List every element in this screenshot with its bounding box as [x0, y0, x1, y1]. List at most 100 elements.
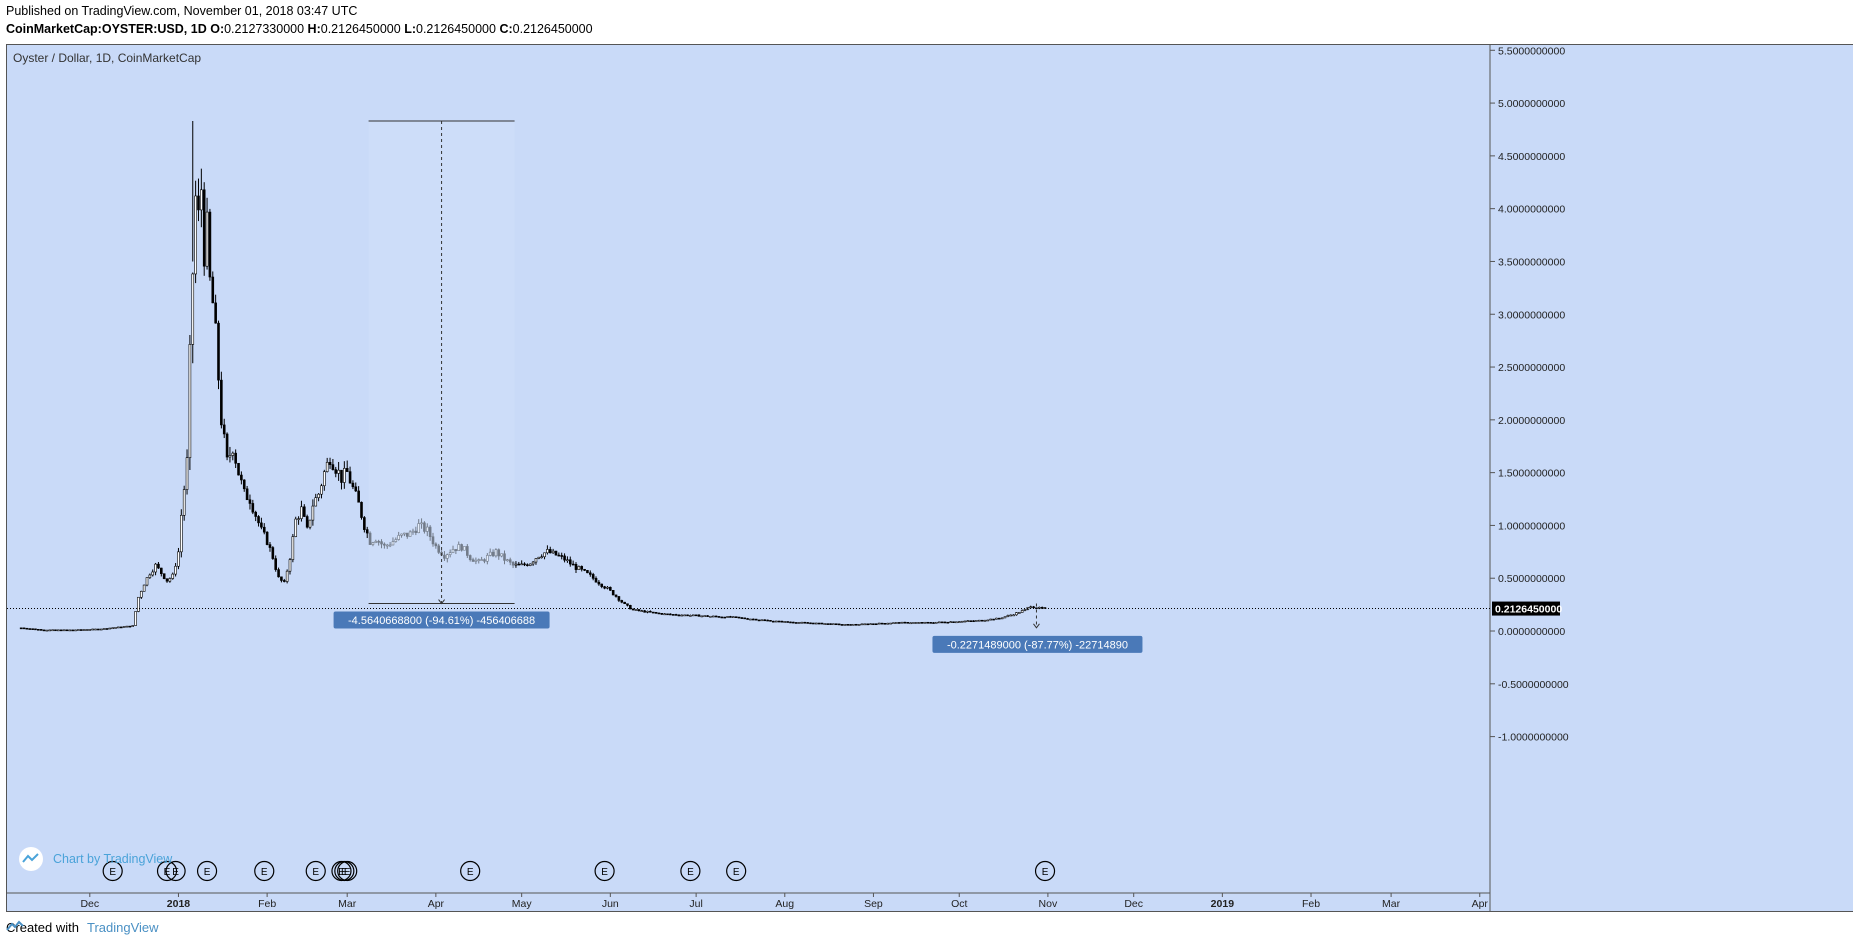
candle-body: [920, 622, 924, 624]
event-marker-label: E: [164, 867, 171, 878]
candle-body: [634, 609, 638, 611]
candle-body: [923, 621, 927, 624]
candle-body: [709, 615, 712, 618]
candle-body: [191, 273, 195, 345]
candle-body: [77, 629, 80, 631]
x-tick-label: May: [512, 898, 533, 910]
price-chart[interactable]: Oyster / Dollar, 1D, CoinMarketCap 5.5000…: [7, 45, 1853, 911]
candle-body: [663, 613, 666, 616]
candle-body: [646, 610, 649, 613]
candle-body: [285, 570, 289, 582]
candle-body: [546, 549, 549, 554]
candle-body: [826, 623, 829, 625]
candle-body: [34, 628, 37, 631]
candle-body: [686, 614, 689, 617]
event-marker-label: E: [172, 867, 179, 878]
candle-body: [783, 621, 787, 623]
event-marker-icon: [156, 860, 178, 882]
candle-body: [22, 627, 26, 630]
candle-body: [197, 195, 200, 211]
candle-body: [940, 621, 944, 624]
candle-body: [915, 622, 918, 624]
candle-body: [760, 619, 764, 622]
candle-body: [863, 623, 867, 626]
candle-body: [814, 622, 818, 625]
candle-body: [523, 563, 526, 566]
y-tick-label: 3.0000000000: [1498, 309, 1565, 321]
chart-frame[interactable]: Oyster / Dollar, 1D, CoinMarketCap 5.5000…: [6, 44, 1853, 912]
footer: Created with TradingView: [6, 920, 159, 935]
ohlc-open-key: O:: [210, 22, 225, 36]
candle-body: [271, 547, 275, 559]
candle-body: [97, 628, 100, 631]
candle-body: [746, 618, 749, 620]
candle-body: [723, 616, 727, 619]
candle-body: [160, 567, 163, 574]
candle-body: [611, 589, 615, 596]
y-tick-label: 0.5000000000: [1498, 573, 1565, 585]
candle-body: [649, 610, 652, 613]
event-marker-icon: [680, 860, 701, 882]
event-marker-icon: [305, 860, 326, 882]
candle-body: [105, 628, 109, 630]
candle-body: [794, 622, 798, 624]
candle-body: [277, 569, 280, 578]
candle-body: [829, 623, 832, 625]
candle-body: [640, 610, 644, 612]
candle-body: [99, 628, 103, 631]
candle-body: [54, 629, 57, 632]
ohlc-low: 0.2126450000: [416, 22, 496, 36]
candle-body: [749, 618, 752, 621]
candle-body: [949, 621, 952, 624]
candle-body: [268, 544, 272, 548]
candle-body: [202, 189, 206, 267]
candle-body: [597, 581, 601, 585]
event-marker-label: E: [109, 867, 116, 878]
candle-body: [142, 584, 146, 592]
ohlc-close-key: C:: [499, 22, 513, 36]
candle-body: [282, 580, 286, 582]
candle-body: [917, 622, 921, 624]
candle-body: [586, 570, 589, 574]
candle-body: [997, 617, 1001, 620]
x-tick-label: Jul: [689, 898, 702, 910]
candle-body: [880, 622, 884, 625]
candle-body: [866, 623, 870, 626]
candle-body: [343, 468, 346, 483]
candle-body: [617, 596, 621, 601]
candle-body: [220, 379, 223, 426]
tradingview-link[interactable]: TradingView: [6, 920, 159, 935]
x-tick-label: Mar: [1382, 898, 1401, 910]
candle-body: [780, 620, 784, 623]
candle-body: [548, 549, 552, 554]
candle-body: [629, 605, 632, 610]
candle-body: [671, 614, 675, 616]
candle-body: [849, 624, 852, 626]
candle-body: [955, 621, 958, 624]
measure-label: -4.5640668800 (-94.61%) -456406688: [348, 615, 535, 627]
watermark-logo-stroke: [22, 853, 39, 863]
event-marker-label: E: [204, 867, 211, 878]
candle-body: [168, 578, 172, 582]
candle-body: [812, 622, 815, 625]
candle-body: [59, 629, 63, 632]
candle-body: [731, 616, 735, 618]
candle-body: [877, 622, 881, 625]
candle-body: [823, 623, 827, 625]
candle-body: [963, 620, 967, 623]
candle-body: [772, 620, 775, 623]
candle-body: [317, 493, 320, 498]
candle-body: [1003, 616, 1007, 619]
candle-body: [972, 620, 975, 623]
candle-body: [254, 511, 257, 517]
candle-body: [803, 621, 807, 624]
ohlc-close: 0.2126450000: [512, 22, 593, 36]
symbol-line: CoinMarketCap:OYSTER:USD, 1D O:0.2127330…: [6, 22, 593, 36]
x-tick-label: Sep: [864, 898, 883, 910]
candle-body: [345, 468, 349, 472]
event-marker-icon: [102, 860, 123, 882]
candle-body: [208, 211, 212, 278]
y-tick-label: 0.0000000000: [1498, 626, 1565, 638]
x-tick-label: Dec: [1124, 898, 1143, 910]
candle-body: [294, 518, 298, 537]
